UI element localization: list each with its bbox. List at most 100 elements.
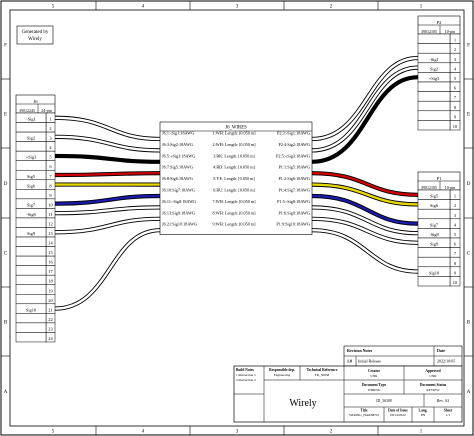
wire-9[interactable]: [54, 228, 419, 311]
wire-table-frame: [159, 121, 313, 235]
pin-signal-label: Sig7: [27, 202, 36, 207]
pin-number: 2: [454, 47, 456, 52]
sheet: 1/1: [446, 413, 451, 417]
build-note-1: 1.Instruction 1: [236, 373, 256, 377]
pin-number: 2: [49, 126, 51, 131]
generator-note: Generated by Wirely: [16, 25, 54, 45]
signal-cell: [15, 284, 47, 295]
pin-number: 6: [454, 242, 457, 247]
frame-column-label-bottom: 4: [142, 430, 145, 435]
frame-column-label-bottom: 5: [52, 430, 55, 435]
wire-from-label: J6:8:Sig6:18AWG: [162, 176, 193, 181]
frame-column-label-top: 1: [420, 5, 423, 10]
pin-signal-label: Sig2: [27, 136, 35, 141]
connector-part-number: 39012105: [421, 185, 437, 190]
frame-column-label-bottom: 1: [420, 430, 423, 435]
pin-number: 10: [48, 202, 53, 207]
pin-signal-label: -Sig1: [429, 57, 439, 62]
connector-name: P1: [437, 176, 443, 181]
pin-number: 5: [454, 76, 457, 81]
pin-number: 14: [48, 241, 53, 246]
signal-cell: [417, 100, 451, 112]
creator: UNR: [370, 374, 378, 378]
wire-from-label: J6:13:Sig9:18AWG: [162, 210, 195, 215]
document-id: ID_56308: [376, 399, 391, 403]
revision-date: 2022/10/05: [437, 359, 455, 364]
wire-from-label: J6:5:+Sig3:18AWG: [162, 153, 195, 158]
revision-date-header: Date: [437, 348, 445, 353]
wire-spec-label: 8:WH: Length: [0.050 m]: [212, 210, 256, 215]
pin-number: 7: [49, 174, 52, 179]
lang-label: Lang.: [419, 409, 428, 413]
frame-row-label-right: A: [467, 390, 471, 395]
wire-from-label: J6:3:Sig2:18AWG: [162, 142, 193, 147]
pin-number: 3: [454, 213, 457, 218]
wire-spec-label: 9:WH: Length: [0.050 m]: [212, 222, 256, 227]
pin-signal-label: +Sig3: [429, 76, 440, 81]
creator-label: Creator: [368, 369, 381, 373]
pin-number: 11: [48, 212, 52, 217]
pin-number: 23: [48, 326, 53, 331]
signal-cell: [15, 274, 47, 285]
resp-dept: Engineering: [274, 373, 291, 377]
signal-cell: [417, 247, 451, 258]
wire-spec-label: 3:BK: Length: [0.050 m]: [213, 153, 255, 158]
wire-spec-label: 7:WH: Length: [0.050 m]: [212, 199, 256, 204]
build-note-2: 2.Instruction 2: [236, 378, 256, 382]
pin-number: 4: [454, 222, 457, 227]
pin-signal-label: Sig6: [430, 203, 439, 208]
frame-row-label-right: D: [467, 182, 471, 187]
frame-row-label-right: F: [467, 44, 470, 49]
pin-number: 10: [453, 280, 458, 285]
revision-note: Initial Release: [358, 359, 381, 364]
pin-signal-label: Sig5: [27, 174, 36, 179]
signal-cell: [417, 120, 451, 131]
pin-number: 15: [48, 250, 53, 255]
signal-cell: [15, 122, 47, 133]
pin-number: 6: [49, 164, 52, 169]
pin-number: 5: [49, 155, 52, 160]
pin-number: 10: [453, 124, 458, 129]
frame-row-label-left: E: [4, 113, 7, 118]
wire-to-label: P1:1:Sig5:18AWG: [278, 165, 310, 170]
doc-type-label: Document Type: [362, 383, 387, 387]
wire-to-label: P1:9:Sig10:18AWG: [276, 222, 310, 227]
signal-cell: [417, 43, 451, 54]
frame-column-label-bottom: 3: [236, 430, 239, 435]
wire-table[interactable]: J6_WIRES J6:1:-Sig1:18AWG 1:WH: Length: [0…: [159, 121, 313, 235]
pin-number: 8: [454, 105, 457, 110]
pin-number: 19: [48, 288, 53, 293]
pin-number: 24: [48, 336, 53, 341]
wire-spec-label: 5:YE: Length: [0.050 m]: [213, 176, 255, 181]
pin-number: 7: [454, 251, 457, 256]
pin-number: 8: [454, 261, 457, 266]
connector-name: J6: [33, 99, 38, 104]
pin-number: 6: [454, 86, 457, 91]
signal-cell: [417, 208, 451, 220]
wire-to-label: P1:6:Sig9:18AWG: [278, 210, 310, 215]
connector-part-number: 39012105: [421, 29, 437, 34]
connector-part-number: 39012245: [19, 108, 35, 113]
doc-type: WIRING: [368, 388, 381, 392]
pin-number: 1: [454, 38, 456, 43]
lang: EN: [421, 413, 426, 417]
revision-block: Revision Notes Date 1.0 Initial Release …: [343, 345, 463, 367]
wire-core: [54, 229, 419, 310]
pin-number: 13: [48, 231, 53, 236]
signal-cell: [15, 265, 47, 276]
wire-from-label: J6:7:Sig5:18AWG: [162, 165, 193, 170]
wire-to-label: P2:4:Sig2:18AWG: [278, 142, 310, 147]
build-notes-label: Build Notes: [236, 368, 254, 372]
frame-row-label-left: B: [4, 321, 8, 326]
wirely-logo: Wirely: [289, 398, 316, 409]
wire-to-label: P1:2:Sig6:18AWG: [278, 176, 310, 181]
pin-number: 21: [48, 307, 52, 312]
pin-number: 8: [49, 183, 52, 188]
connector-pin-count: 24-pin: [41, 108, 51, 113]
pin-number: 5: [454, 232, 457, 237]
pin-signal-label: -Sig1: [26, 117, 36, 122]
